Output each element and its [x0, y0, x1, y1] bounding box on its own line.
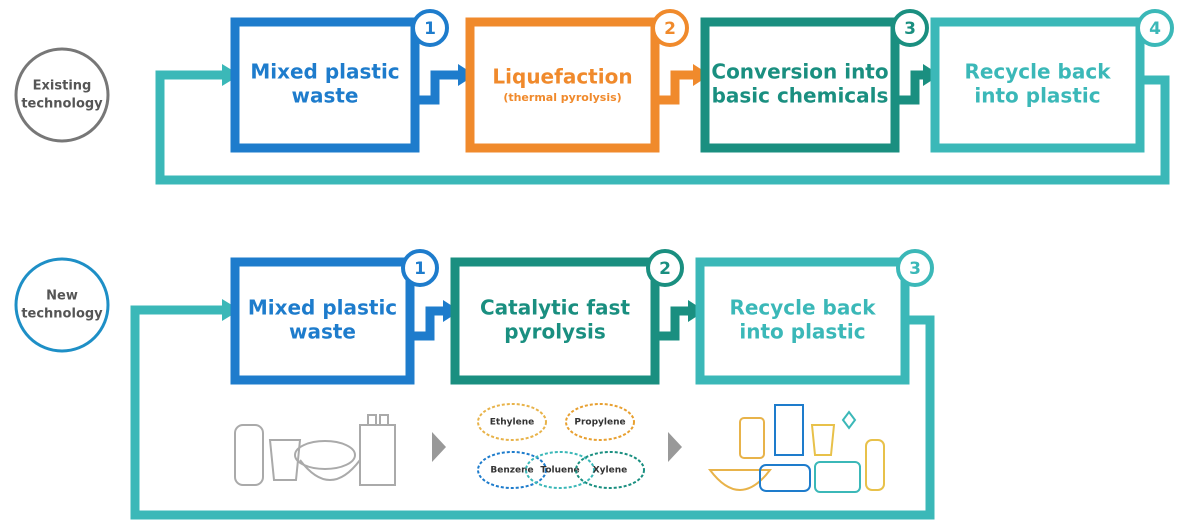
- connector: [655, 75, 697, 100]
- technology-label: Existing: [33, 79, 92, 94]
- chemical-label: Propylene: [574, 418, 625, 428]
- step-sublabel: (thermal pyrolysis): [503, 91, 621, 104]
- step-label: waste: [289, 320, 356, 344]
- step-label: Mixed plastic: [250, 60, 399, 84]
- technology-label: technology: [21, 307, 103, 322]
- step-label: Mixed plastic: [248, 296, 397, 320]
- chemical-label: Xylene: [593, 466, 628, 476]
- technology-label: New: [46, 289, 78, 304]
- product-icons: [710, 405, 884, 492]
- step-label: Catalytic fast: [480, 296, 630, 320]
- step-label: Recycle back: [729, 296, 876, 320]
- step-number: 2: [664, 19, 676, 39]
- chevron: [668, 432, 682, 462]
- step-number: 4: [1149, 19, 1161, 39]
- step-number: 3: [904, 19, 916, 39]
- technology-label: technology: [21, 97, 103, 112]
- technology-badge: [16, 259, 108, 351]
- step-label: Liquefaction: [492, 64, 632, 88]
- step-number: 1: [424, 19, 436, 39]
- step-label: Conversion into: [711, 60, 888, 84]
- step-label: pyrolysis: [504, 320, 606, 344]
- step-label: basic chemicals: [712, 84, 889, 108]
- step-number: 3: [909, 259, 921, 279]
- technology-badge: [16, 49, 108, 141]
- chevron: [432, 432, 446, 462]
- connector: [410, 311, 447, 336]
- step-label: into plastic: [974, 84, 1100, 108]
- step-label: Recycle back: [964, 60, 1111, 84]
- step-label: into plastic: [739, 320, 865, 344]
- chemical-label: Ethylene: [490, 418, 534, 428]
- step-label: waste: [291, 84, 358, 108]
- waste-icons: [235, 415, 395, 485]
- step-number: 1: [414, 259, 426, 279]
- connector: [415, 75, 462, 100]
- chemical-label: Toluene: [540, 466, 579, 476]
- step-number: 2: [659, 259, 671, 279]
- connector: [655, 311, 692, 336]
- diagram: ExistingtechnologyMixed plasticwaste1Liq…: [0, 0, 1201, 521]
- connector: [895, 75, 927, 100]
